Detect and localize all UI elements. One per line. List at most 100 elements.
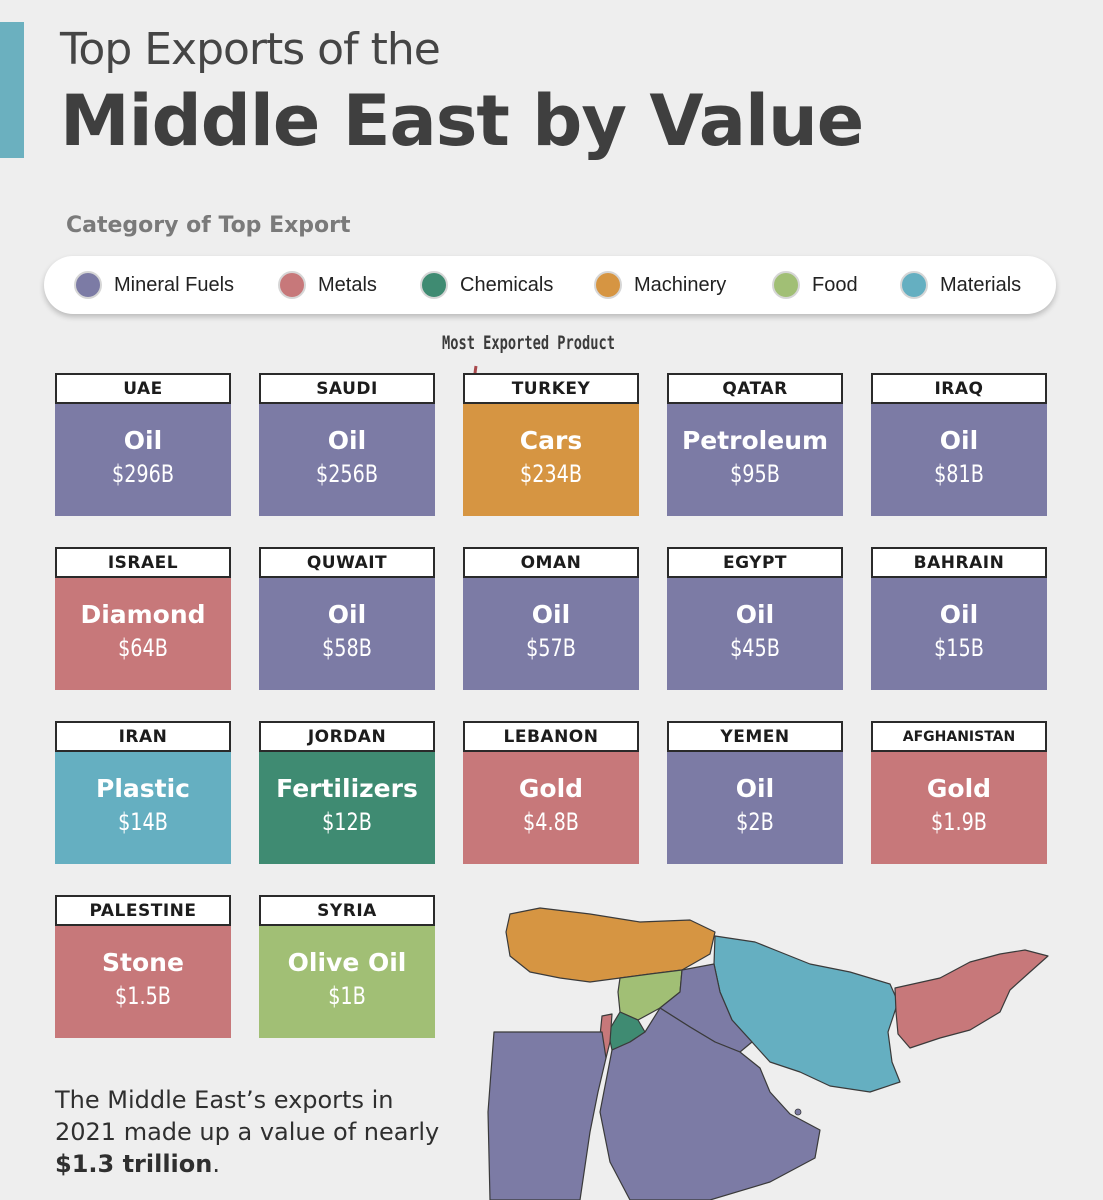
title-line-1: Top Exports of the — [60, 24, 441, 75]
export-panel: Stone $1.5B — [55, 926, 231, 1038]
export-value: $95B — [730, 460, 780, 488]
export-panel: Diamond $64B — [55, 578, 231, 690]
country-name: AFGHANISTAN — [871, 721, 1047, 752]
page-title: Middle East by Value — [60, 80, 864, 162]
legend-item: Food — [772, 269, 858, 301]
country-card: PALESTINE Stone $1.5B — [55, 895, 231, 1038]
export-value: $4.8B — [523, 808, 579, 836]
country-name: UAE — [55, 373, 231, 404]
export-value: $64B — [118, 634, 168, 662]
export-panel: Olive Oil $1B — [259, 926, 435, 1038]
export-product: Diamond — [80, 600, 206, 629]
export-value: $14B — [118, 808, 168, 836]
country-card: LEBANON Gold $4.8B — [463, 721, 639, 864]
legend-label: Materials — [940, 273, 1022, 296]
legend-item: Machinery — [594, 269, 726, 301]
country-card: QUWAIT Oil $58B — [259, 547, 435, 690]
export-panel: Oil $256B — [259, 404, 435, 516]
country-card: SAUDI Oil $256B — [259, 373, 435, 516]
country-card: AFGHANISTAN Gold $1.9B — [871, 721, 1047, 864]
export-product: Olive Oil — [287, 948, 407, 977]
legend-title: Category of Top Export — [66, 213, 351, 238]
export-value: $256B — [315, 460, 379, 488]
export-value: $296B — [111, 460, 175, 488]
country-name: QUWAIT — [259, 547, 435, 578]
legend: Mineral Fuels Metals Chemicals Machinery Foo… — [44, 256, 1056, 314]
legend-label: Food — [812, 273, 858, 296]
country-card: EGYPT Oil $45B — [667, 547, 843, 690]
export-product: Fertilizers — [276, 774, 418, 803]
country-name: SAUDI — [259, 373, 435, 404]
export-value: $12B — [322, 808, 372, 836]
export-panel: Gold $4.8B — [463, 752, 639, 864]
export-product: Oil — [531, 600, 571, 629]
legend-swatch — [278, 271, 306, 299]
country-name: JORDAN — [259, 721, 435, 752]
country-name: LEBANON — [463, 721, 639, 752]
legend-item: Metals — [278, 269, 377, 301]
summary-text: The Middle East’s exports in 2021 made u… — [55, 1086, 440, 1178]
export-value: $45B — [730, 634, 780, 662]
legend-label: Chemicals — [460, 273, 554, 296]
export-product: Gold — [518, 774, 584, 803]
export-product: Oil — [939, 600, 979, 629]
country-name: OMAN — [463, 547, 639, 578]
export-panel: Oil $58B — [259, 578, 435, 690]
legend-item: Mineral Fuels — [74, 269, 234, 301]
export-product: Oil — [327, 426, 367, 455]
country-card: OMAN Oil $57B — [463, 547, 639, 690]
export-value: $15B — [934, 634, 984, 662]
export-product: Oil — [735, 600, 775, 629]
map-egypt — [487, 1031, 607, 1200]
export-value: $81B — [934, 460, 984, 488]
export-panel: Oil $45B — [667, 578, 843, 690]
export-product: Stone — [102, 948, 184, 977]
country-card: YEMEN Oil $2B — [667, 721, 843, 864]
export-value: $58B — [322, 634, 372, 662]
legend-swatch — [900, 271, 928, 299]
legend-item: Chemicals — [420, 269, 553, 301]
country-card: IRAQ Oil $81B — [871, 373, 1047, 516]
export-panel: Cars $234B — [463, 404, 639, 516]
export-panel: Oil $296B — [55, 404, 231, 516]
country-card: IRAN Plastic $14B — [55, 721, 231, 864]
legend-label: Mineral Fuels — [114, 273, 235, 296]
middle-east-map — [487, 907, 1049, 1200]
map-arabia — [599, 1007, 821, 1200]
legend-swatch — [74, 271, 102, 299]
country-name: SYRIA — [259, 895, 435, 926]
country-name: ISRAEL — [55, 547, 231, 578]
export-panel: Oil $15B — [871, 578, 1047, 690]
export-value: $2B — [736, 808, 774, 836]
country-card: QATAR Petroleum $95B — [667, 373, 843, 516]
legend-label: Metals — [318, 273, 377, 296]
export-panel: Petroleum $95B — [667, 404, 843, 516]
export-panel: Oil $81B — [871, 404, 1047, 516]
export-product: Oil — [735, 774, 775, 803]
map-afghanistan — [894, 949, 1049, 1049]
export-product: Petroleum — [681, 426, 829, 455]
country-name: TURKEY — [463, 373, 639, 404]
country-card: ISRAEL Diamond $64B — [55, 547, 231, 690]
country-card: SYRIA Olive Oil $1B — [259, 895, 435, 1038]
country-name: YEMEN — [667, 721, 843, 752]
export-product: Oil — [123, 426, 163, 455]
country-name: PALESTINE — [55, 895, 231, 926]
country-name: IRAQ — [871, 373, 1047, 404]
export-product: Plastic — [96, 774, 190, 803]
accent-bar — [0, 22, 24, 158]
summary-total: $1.3 trillion — [55, 1150, 213, 1178]
export-value: $1.5B — [115, 982, 171, 1010]
country-card: JORDAN Fertilizers $12B — [259, 721, 435, 864]
country-card: BAHRAIN Oil $15B — [871, 547, 1047, 690]
country-name: EGYPT — [667, 547, 843, 578]
country-card: UAE Oil $296B — [55, 373, 231, 516]
export-panel: Plastic $14B — [55, 752, 231, 864]
export-panel: Gold $1.9B — [871, 752, 1047, 864]
export-value: $1.9B — [931, 808, 987, 836]
most-exported-annotation: Most Exported Product — [442, 332, 615, 354]
legend-swatch — [772, 271, 800, 299]
export-product: Oil — [327, 600, 367, 629]
export-panel: Fertilizers $12B — [259, 752, 435, 864]
export-panel: Oil $2B — [667, 752, 843, 864]
